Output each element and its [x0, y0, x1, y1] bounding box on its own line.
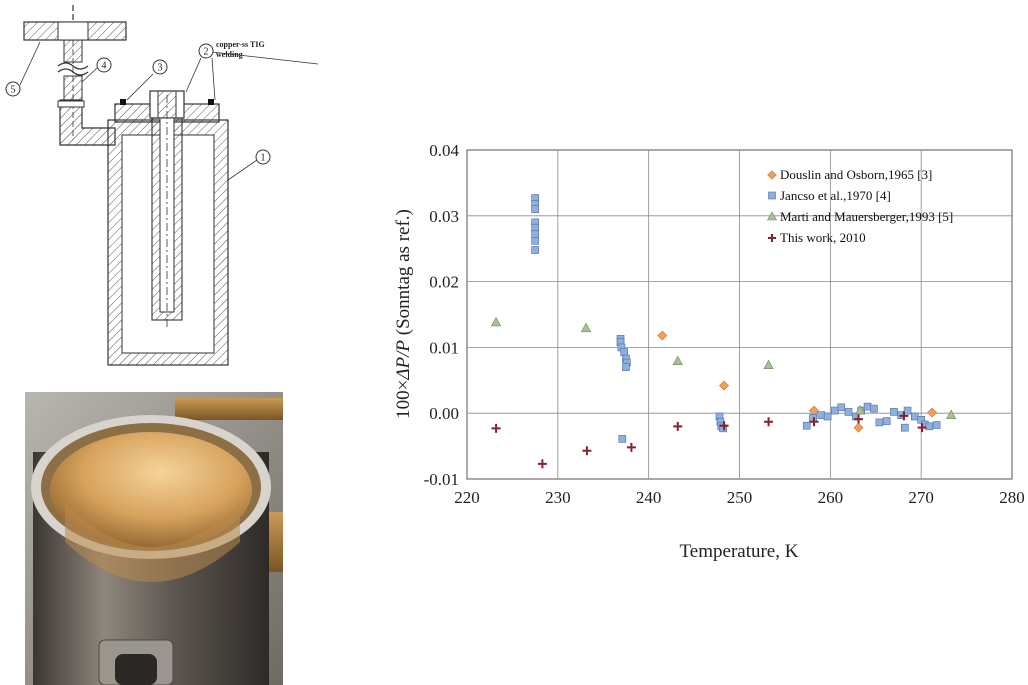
data-point-series-0: [657, 330, 668, 341]
data-point-series-1: [802, 421, 811, 430]
data-point-series-1: [531, 237, 539, 245]
x-tick-label: 260: [818, 488, 844, 507]
svg-text:Jancso et al.,1970 [4]: Jancso et al.,1970 [4]: [780, 188, 891, 203]
svg-text:Marti and Mauersberger,1993 [5: Marti and Mauersberger,1993 [5]: [780, 209, 953, 224]
y-axis-title: 100×ΔP/P (Sonntag as ref.): [393, 209, 414, 419]
part-label-5: 5: [5, 81, 21, 97]
legend-item-jancso: Jancso et al.,1970 [4]: [768, 188, 891, 203]
data-point-series-1: [531, 246, 539, 254]
y-tick-label: 0.03: [429, 207, 459, 226]
legend-item-this-work: This work, 2010: [768, 230, 866, 245]
y-tick-label: 0.04: [429, 141, 459, 160]
welding-label-line2: welding: [216, 50, 243, 59]
data-point-series-1: [837, 403, 846, 412]
data-point-series-1: [622, 363, 630, 371]
data-point-series-1: [844, 408, 853, 416]
data-point-series-1: [911, 412, 919, 421]
data-point-series-1: [531, 230, 539, 239]
svg-text:3: 3: [158, 63, 163, 74]
x-tick-label: 280: [999, 488, 1025, 507]
svg-text:Douslin and Osborn,1965 [3]: Douslin and Osborn,1965 [3]: [780, 167, 932, 182]
data-point-series-2: [490, 316, 502, 327]
data-point-series-1: [890, 408, 898, 416]
y-tick-label: -0.01: [424, 470, 459, 489]
y-tick-label: 0.01: [429, 338, 459, 357]
vessel-photo: [25, 392, 283, 685]
data-point-series-0: [927, 407, 938, 418]
data-point-series-3: [809, 417, 819, 427]
data-point-series-1: [901, 423, 909, 432]
x-axis-ticks: 220 230 240 250 260 270 280: [454, 488, 1025, 507]
data-point-series-3: [764, 417, 774, 427]
data-point-series-1: [831, 406, 839, 415]
y-axis-ticks: -0.01 0.00 0.01 0.02 0.03 0.04: [424, 141, 460, 489]
data-point-series-1: [870, 404, 878, 413]
data-point-series-1: [618, 435, 627, 443]
data-point-series-3: [917, 423, 927, 433]
data-point-series-2: [855, 404, 866, 415]
data-point-series-1: [863, 402, 872, 411]
data-point-series-1: [882, 417, 891, 425]
data-point-series-1: [531, 223, 539, 232]
x-tick-label: 270: [908, 488, 934, 507]
data-point-series-3: [673, 421, 683, 431]
part-label-3: 3: [152, 59, 168, 75]
svg-text:1: 1: [261, 153, 266, 164]
svg-text:2: 2: [204, 47, 209, 58]
data-point-series-3: [537, 459, 547, 469]
data-point-series-3: [582, 446, 592, 456]
gridlines: [467, 150, 1012, 479]
data-point-series-1: [620, 348, 628, 356]
data-point-series-1: [932, 421, 941, 429]
data-point-series-1: [903, 406, 912, 415]
data-point-series-1: [925, 422, 934, 431]
data-point-series-1: [875, 418, 884, 427]
x-tick-label: 230: [545, 488, 571, 507]
svg-text:5: 5: [11, 85, 16, 96]
data-point-series-3: [491, 423, 501, 433]
y-tick-label: 0.02: [429, 273, 459, 292]
data-point-series-2: [946, 409, 957, 419]
part-label-2: 2: [198, 43, 214, 59]
data-point-series-1: [823, 412, 832, 421]
legend-item-marti: Marti and Mauersberger,1993 [5]: [766, 209, 953, 224]
data-points: [490, 194, 957, 469]
data-point-series-3: [626, 442, 636, 452]
data-point-series-1: [531, 205, 539, 214]
data-point-series-3: [719, 421, 729, 431]
data-point-series-1: [817, 411, 826, 419]
data-point-series-0: [719, 380, 730, 391]
y-tick-label: 0.00: [429, 404, 459, 423]
data-point-series-2: [763, 359, 774, 369]
data-point-series-2: [672, 355, 683, 366]
deviation-scatter-chart: 220 230 240 250 260 270 280 -0.01 0.00 0.01 0.02 0…: [393, 141, 1025, 562]
cylinder-schematic-drawing: 5 4 3 2 1 copper-ss TIG welding: [5, 5, 319, 366]
data-point-series-2: [580, 322, 592, 333]
data-point-series-3: [853, 414, 863, 424]
part-label-4: 4: [96, 57, 112, 73]
x-tick-label: 220: [454, 488, 480, 507]
x-tick-label: 240: [636, 488, 662, 507]
legend: Douslin and Osborn,1965 [3] Jancso et al…: [766, 167, 953, 245]
data-point-series-0: [853, 422, 864, 433]
data-point-series-3: [899, 411, 909, 421]
svg-text:This work, 2010: This work, 2010: [780, 230, 866, 245]
legend-item-douslin: Douslin and Osborn,1965 [3]: [767, 167, 932, 182]
part-label-1: 1: [255, 149, 271, 165]
svg-text:4: 4: [102, 61, 107, 72]
x-axis-title: Temperature, K: [680, 541, 799, 562]
welding-label-line1: copper-ss TIG: [216, 40, 265, 49]
x-tick-label: 250: [727, 488, 753, 507]
data-point-series-0: [809, 405, 819, 416]
